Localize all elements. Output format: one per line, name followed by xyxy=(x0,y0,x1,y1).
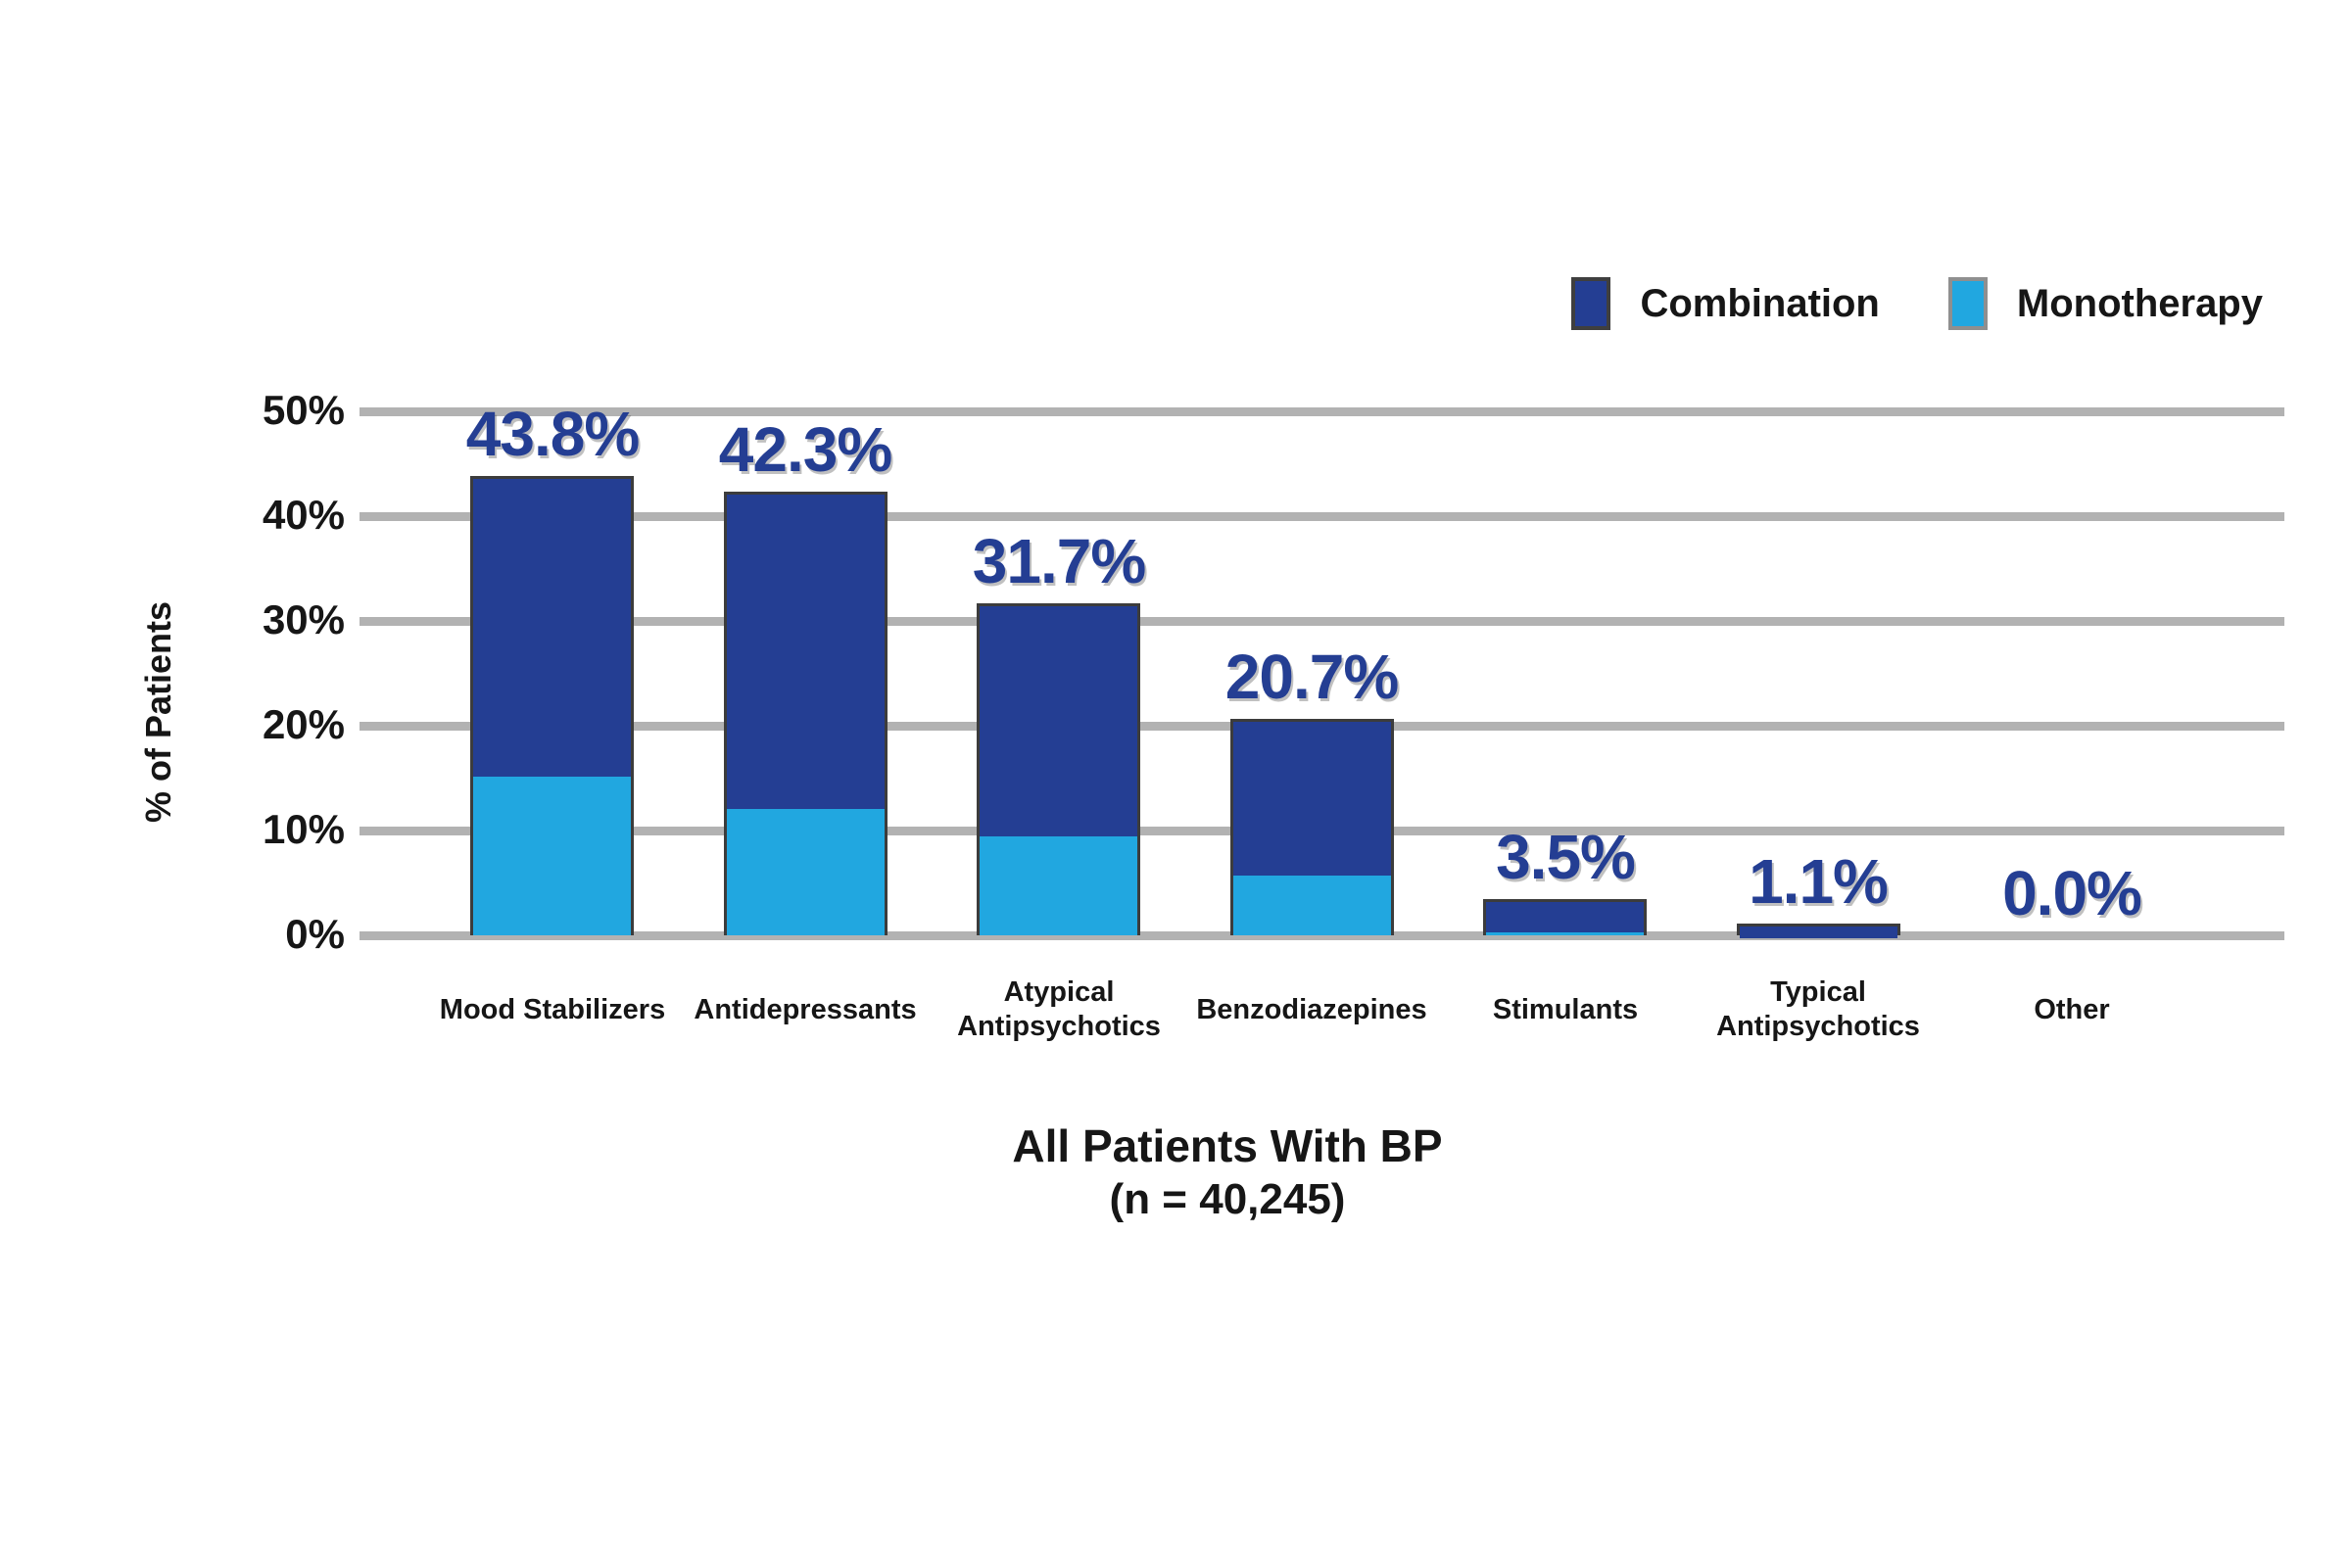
bar-segment-combination xyxy=(727,495,885,809)
bar-mood-stabilizers xyxy=(470,476,634,935)
x-category-label: Typical Antipsychotics xyxy=(1716,976,1920,1042)
bar-value-label: 20.7% xyxy=(1224,641,1399,712)
bar-segment-combination xyxy=(473,479,631,777)
y-tick-label-0%: 0% xyxy=(285,911,345,957)
y-tick-label-20%: 20% xyxy=(262,701,345,747)
bar-atypical-antipsychotics xyxy=(977,603,1140,935)
bar-typical-antipsychotics xyxy=(1737,924,1900,938)
gridline-50% xyxy=(360,407,2284,416)
bar-segment-combination xyxy=(1740,927,1897,938)
x-category-label: Mood Stabilizers xyxy=(439,993,666,1025)
bar-antidepressants xyxy=(724,492,888,935)
legend-item-combination: Combination xyxy=(1571,277,1880,330)
combination-swatch-icon xyxy=(1571,277,1611,330)
x-axis-group-label-line1: All Patients With BP xyxy=(1012,1120,1443,1171)
bar-segment-combination xyxy=(1486,902,1644,932)
bar-value-label: 42.3% xyxy=(718,414,892,485)
gridline-40% xyxy=(360,512,2284,521)
gridline-30% xyxy=(360,617,2284,626)
bar-segment-combination xyxy=(1233,722,1391,876)
bar-value-label: 43.8% xyxy=(465,399,640,469)
x-axis-group-label: All Patients With BP (n = 40,245) xyxy=(1012,1118,1442,1226)
y-tick-label-10%: 10% xyxy=(262,806,345,852)
y-tick-label-30%: 30% xyxy=(262,596,345,642)
bar-value-label: 1.1% xyxy=(1749,846,1889,917)
bar-value-label: 3.5% xyxy=(1496,822,1636,892)
y-tick-label-50%: 50% xyxy=(262,387,345,433)
legend-label-monotherapy: Monotherapy xyxy=(2016,281,2263,325)
bar-value-label: 0.0% xyxy=(2002,858,2142,928)
legend: Combination Monotherapy xyxy=(1509,277,2263,330)
monotherapy-swatch-icon xyxy=(1947,277,1988,330)
x-category-label: Atypical Antipsychotics xyxy=(957,976,1161,1042)
legend-item-monotherapy: Monotherapy xyxy=(1947,277,2263,330)
gridline-0% xyxy=(360,931,2284,940)
x-category-label: Benzodiazepines xyxy=(1196,993,1427,1025)
bar-segment-combination xyxy=(980,606,1137,836)
y-tick-label-40%: 40% xyxy=(262,492,345,538)
legend-label-combination: Combination xyxy=(1640,281,1880,325)
x-category-label: Stimulants xyxy=(1492,993,1639,1025)
bar-benzodiazepines xyxy=(1230,719,1394,935)
bar-stimulants xyxy=(1483,899,1647,935)
bar-value-label: 31.7% xyxy=(972,526,1146,596)
x-category-label: Antidepressants xyxy=(694,993,917,1025)
x-axis-group-label-line2: (n = 40,245) xyxy=(1109,1175,1346,1223)
x-category-label: Other xyxy=(2034,993,2110,1025)
